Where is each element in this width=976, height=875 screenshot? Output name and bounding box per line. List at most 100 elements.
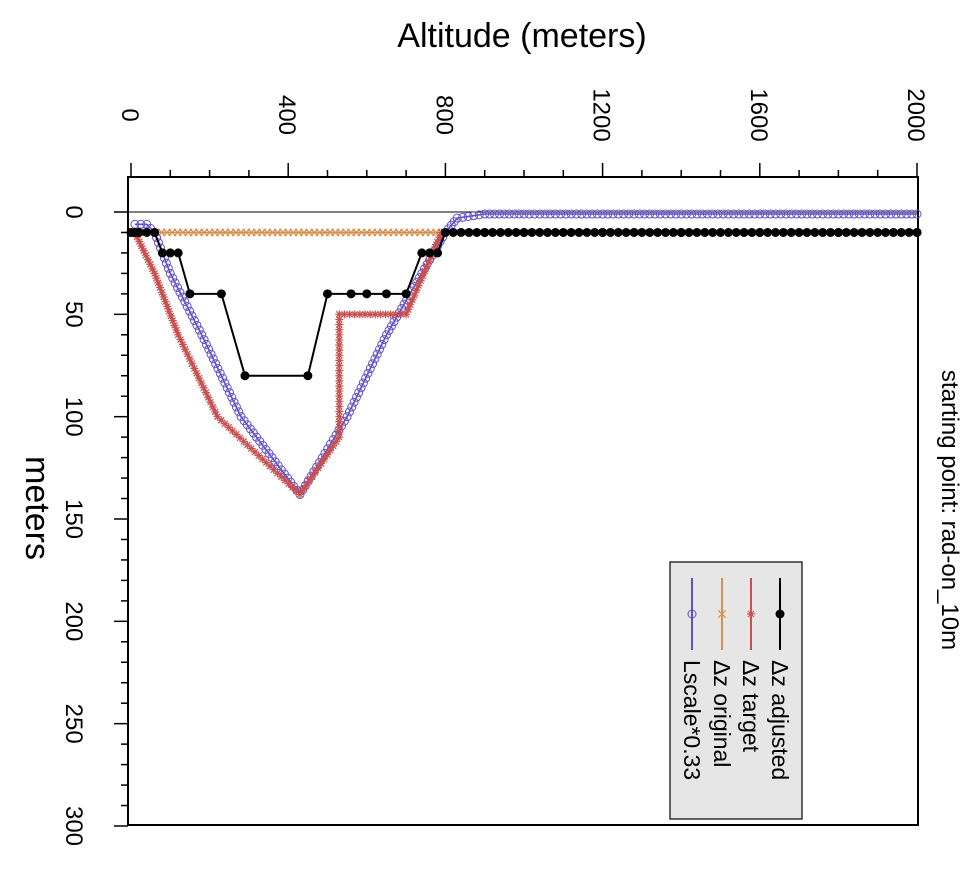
data-point bbox=[335, 381, 344, 390]
y-tick-label: 1200 bbox=[588, 88, 615, 141]
data-point bbox=[849, 227, 859, 237]
data-point bbox=[215, 368, 225, 378]
y-tick-label: 0 bbox=[116, 108, 143, 121]
data-point bbox=[323, 289, 332, 299]
data-point bbox=[335, 428, 344, 437]
data-point bbox=[346, 289, 356, 299]
data-point bbox=[379, 335, 389, 345]
data-point bbox=[284, 479, 293, 488]
data-point bbox=[781, 209, 791, 219]
data-point bbox=[422, 262, 431, 271]
data-point bbox=[187, 311, 197, 321]
data-point bbox=[344, 407, 354, 417]
data-point bbox=[561, 209, 571, 219]
series-2 bbox=[130, 228, 446, 237]
data-point bbox=[194, 374, 203, 383]
data-point bbox=[634, 209, 644, 219]
data-point bbox=[224, 388, 234, 398]
data-point bbox=[335, 325, 344, 334]
data-point bbox=[912, 209, 922, 219]
legend-label: Δz adjusted bbox=[767, 660, 793, 780]
data-point bbox=[370, 354, 380, 364]
data-point bbox=[448, 227, 458, 237]
data-point bbox=[416, 276, 425, 285]
data-point bbox=[265, 462, 274, 471]
y-axis-title: Altitude (meters) bbox=[397, 17, 646, 55]
data-point bbox=[692, 209, 702, 219]
data-point bbox=[431, 242, 440, 251]
data-point bbox=[613, 209, 623, 219]
data-point bbox=[150, 227, 160, 237]
data-point bbox=[320, 455, 329, 464]
data-point bbox=[250, 448, 259, 457]
data-point bbox=[199, 335, 209, 345]
data-point bbox=[199, 383, 208, 392]
data-point bbox=[794, 227, 804, 237]
data-point bbox=[873, 227, 883, 237]
data-point bbox=[303, 371, 313, 381]
series-3 bbox=[130, 209, 922, 499]
data-point bbox=[168, 273, 178, 283]
data-point bbox=[277, 472, 286, 481]
data-point bbox=[904, 227, 914, 237]
data-point bbox=[566, 227, 576, 237]
data-point bbox=[765, 209, 775, 219]
data-point bbox=[134, 227, 144, 237]
data-point bbox=[786, 209, 796, 219]
data-point bbox=[161, 258, 171, 268]
data-point bbox=[896, 227, 906, 237]
data-point bbox=[150, 269, 159, 278]
plot-frame bbox=[127, 176, 919, 826]
data-point bbox=[681, 209, 691, 219]
data-point bbox=[558, 227, 568, 237]
chart-title: starting point: rad-on_10m bbox=[936, 370, 963, 650]
data-point bbox=[222, 383, 232, 393]
data-point bbox=[504, 209, 514, 219]
data-point bbox=[891, 209, 901, 219]
data-point bbox=[529, 209, 539, 219]
data-point bbox=[204, 344, 214, 354]
data-point bbox=[713, 209, 723, 219]
data-point bbox=[206, 398, 215, 407]
data-point bbox=[574, 227, 584, 237]
data-point bbox=[543, 227, 553, 237]
data-point bbox=[849, 209, 859, 219]
data-point bbox=[216, 289, 226, 299]
x-tick-label: 50 bbox=[60, 301, 87, 328]
data-point bbox=[183, 350, 192, 359]
data-point bbox=[136, 219, 146, 229]
data-point bbox=[718, 209, 728, 219]
data-point bbox=[702, 209, 712, 219]
data-point bbox=[358, 378, 368, 388]
data-point bbox=[692, 227, 702, 237]
data-point bbox=[381, 289, 391, 299]
data-point bbox=[619, 209, 629, 219]
data-point bbox=[519, 209, 529, 219]
data-point bbox=[723, 209, 733, 219]
data-point bbox=[156, 283, 165, 292]
data-point bbox=[262, 458, 271, 467]
data-point bbox=[723, 227, 733, 237]
data-point bbox=[292, 486, 301, 495]
data-point bbox=[197, 378, 206, 387]
data-point bbox=[535, 209, 545, 219]
data-point bbox=[295, 490, 304, 499]
data-point bbox=[254, 451, 263, 460]
data-point bbox=[208, 403, 217, 412]
data-point bbox=[157, 248, 167, 258]
data-point bbox=[488, 227, 498, 237]
data-point bbox=[177, 292, 187, 302]
data-point bbox=[886, 209, 896, 219]
data-point bbox=[802, 227, 812, 237]
data-point bbox=[401, 289, 411, 299]
x-axis-title: meters bbox=[18, 456, 56, 560]
data-point bbox=[503, 227, 513, 237]
data-point bbox=[433, 248, 443, 258]
data-point bbox=[176, 335, 185, 344]
data-point bbox=[365, 364, 375, 374]
data-point bbox=[577, 209, 587, 219]
data-point bbox=[152, 274, 161, 283]
data-point bbox=[354, 388, 364, 398]
data-point bbox=[494, 209, 504, 219]
